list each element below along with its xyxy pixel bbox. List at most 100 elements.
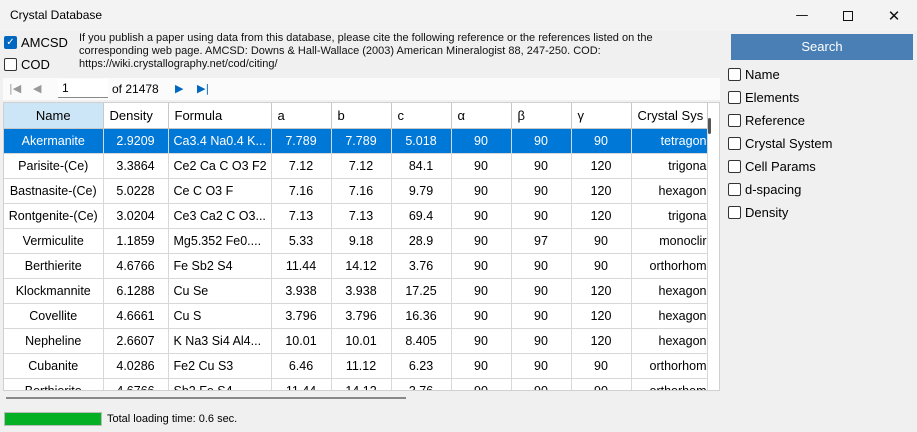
filter-checkbox-elements[interactable] (728, 91, 741, 104)
cell-a: 3.796 (271, 303, 332, 329)
close-icon: ✕ (887, 6, 901, 25)
cell-beta: 97 (511, 228, 572, 254)
filter-checkbox-reference[interactable] (728, 114, 741, 127)
cell-gamma: 90 (571, 378, 632, 390)
cell-a: 3.938 (271, 278, 332, 304)
cell-crystal-system: hexagon (631, 328, 708, 354)
filter-checkbox-cell-params[interactable] (728, 160, 741, 173)
cell-formula: Ca3.4 Na0.4 K... (168, 128, 272, 154)
cell-crystal-system: hexagon (631, 303, 708, 329)
column-header-gamma[interactable]: γ (571, 103, 632, 129)
column-header-c[interactable]: c (391, 103, 452, 129)
cell-a: 6.46 (271, 353, 332, 379)
prev-page-icon[interactable]: ◀ (33, 82, 42, 95)
cell-a: 11.44 (271, 253, 332, 279)
next-page-icon[interactable]: ▶ (175, 82, 184, 95)
cell-b: 3.796 (331, 303, 392, 329)
column-header-density[interactable]: Density (103, 103, 169, 129)
close-button[interactable]: ✕ (871, 0, 917, 31)
horizontal-scrollbar-thumb[interactable] (6, 397, 406, 399)
cell-formula: Ce2 Ca C O3 F2 (168, 153, 272, 179)
status-text: Total loading time: 0.6 sec. (107, 413, 238, 425)
column-header-name[interactable]: Name (4, 103, 104, 129)
cod-checkbox[interactable] (4, 58, 17, 71)
cell-alpha: 90 (451, 153, 512, 179)
cell-formula: Ce3 Ca2 C O3... (168, 203, 272, 229)
column-header-formula[interactable]: Formula (168, 103, 272, 129)
cell-b: 7.16 (331, 178, 392, 204)
table-row[interactable]: Berthierite 4.6766 Fe Sb2 S4 11.44 14.12 3.76… (4, 253, 708, 279)
filter-label-elements: Elements (745, 90, 800, 105)
cell-name: Vermiculite (4, 228, 104, 254)
cod-label: COD (21, 57, 50, 72)
cell-gamma: 90 (571, 128, 632, 154)
column-header-beta[interactable]: β (511, 103, 572, 129)
column-header-alpha[interactable]: α (451, 103, 512, 129)
column-header-b[interactable]: b (331, 103, 392, 129)
cell-crystal-system: trigona (631, 153, 708, 179)
cell-gamma: 90 (571, 353, 632, 379)
maximize-icon (843, 10, 853, 21)
cell-c: 5.018 (391, 128, 452, 154)
cell-gamma: 120 (571, 303, 632, 329)
filter-label-cell-params: Cell Params (745, 159, 816, 174)
filter-checkbox-density[interactable] (728, 206, 741, 219)
column-header-a[interactable]: a (271, 103, 332, 129)
table-row[interactable]: Cubanite 4.0286 Fe2 Cu S3 6.46 11.12 6.23 90 90… (4, 353, 708, 379)
table-row[interactable]: Rontgenite-(Ce) 3.0204 Ce3 Ca2 C O3... 7.13… (4, 203, 708, 229)
cell-b: 7.789 (331, 128, 392, 154)
table-row[interactable]: Vermiculite 1.1859 Mg5.352 Fe0.... 5.33 9.18… (4, 228, 708, 254)
cell-gamma: 120 (571, 328, 632, 354)
table-row[interactable]: Akermanite 2.9209 Ca3.4 Na0.4 K... 7.789 7.7… (4, 128, 708, 154)
search-button[interactable]: Search (731, 34, 913, 60)
cell-beta: 90 (511, 328, 572, 354)
filter-checkbox-name[interactable] (728, 68, 741, 81)
table-row[interactable]: Klockmannite 6.1288 Cu Se 3.938 3.938 17.25 90… (4, 278, 708, 304)
first-page-icon[interactable]: |◀ (9, 82, 22, 95)
table-row[interactable]: Covellite 4.6661 Cu S 3.796 3.796 16.36 90 90 12… (4, 303, 708, 329)
cell-name: Bastnasite-(Ce) (4, 178, 104, 204)
cell-b: 11.12 (331, 353, 392, 379)
table-row[interactable]: Parisite-(Ce) 3.3864 Ce2 Ca C O3 F2 7.12 7.1… (4, 153, 708, 179)
cell-density: 4.0286 (103, 353, 169, 379)
cell-beta: 90 (511, 178, 572, 204)
cell-beta: 90 (511, 353, 572, 379)
amcsd-checkbox[interactable]: ✓ (4, 36, 17, 49)
cell-c: 16.36 (391, 303, 452, 329)
cell-alpha: 90 (451, 328, 512, 354)
crystal-table[interactable]: Name Density Formula a b c α β γ Crystal… (3, 102, 720, 391)
minimize-button[interactable]: — (779, 0, 825, 31)
cell-beta: 90 (511, 378, 572, 390)
cell-formula: Mg5.352 Fe0.... (168, 228, 272, 254)
table-row[interactable]: Berthierite 4.6766 Sb2 Fe S4 11.44 14.12 3.76… (4, 378, 708, 390)
cell-c: 84.1 (391, 153, 452, 179)
cell-density: 4.6766 (103, 253, 169, 279)
cell-formula: Ce C O3 F (168, 178, 272, 204)
cell-alpha: 90 (451, 228, 512, 254)
cell-beta: 90 (511, 153, 572, 179)
cell-b: 7.12 (331, 153, 392, 179)
cell-c: 6.23 (391, 353, 452, 379)
cell-b: 9.18 (331, 228, 392, 254)
cell-gamma: 120 (571, 278, 632, 304)
filter-checkbox-d-spacing[interactable] (728, 183, 741, 196)
filter-checkbox-crystal-system[interactable] (728, 137, 741, 150)
vertical-scrollbar-thumb[interactable] (708, 118, 711, 134)
table-row[interactable]: Nepheline 2.6607 K Na3 Si4 Al4... 10.01 10.0… (4, 328, 708, 354)
maximize-button[interactable] (825, 0, 871, 31)
filter-label-density: Density (745, 205, 789, 220)
page-count-label: of 21478 (112, 82, 159, 96)
filter-label-crystal-system: Crystal System (745, 136, 833, 151)
column-header-crystal-system[interactable]: Crystal Sys (631, 103, 708, 129)
cell-name: Rontgenite-(Ce) (4, 203, 104, 229)
page-number-input[interactable] (58, 79, 108, 98)
cell-formula: K Na3 Si4 Al4... (168, 328, 272, 354)
table-row[interactable]: Bastnasite-(Ce) 5.0228 Ce C O3 F 7.16 7.16 9.… (4, 178, 708, 204)
cell-density: 5.0228 (103, 178, 169, 204)
last-page-icon[interactable]: ▶| (197, 82, 210, 95)
cell-name: Klockmannite (4, 278, 104, 304)
cell-density: 6.1288 (103, 278, 169, 304)
status-bar: Total loading time: 0.6 sec. (0, 409, 917, 432)
minimize-icon: — (795, 8, 809, 23)
cell-gamma: 120 (571, 178, 632, 204)
